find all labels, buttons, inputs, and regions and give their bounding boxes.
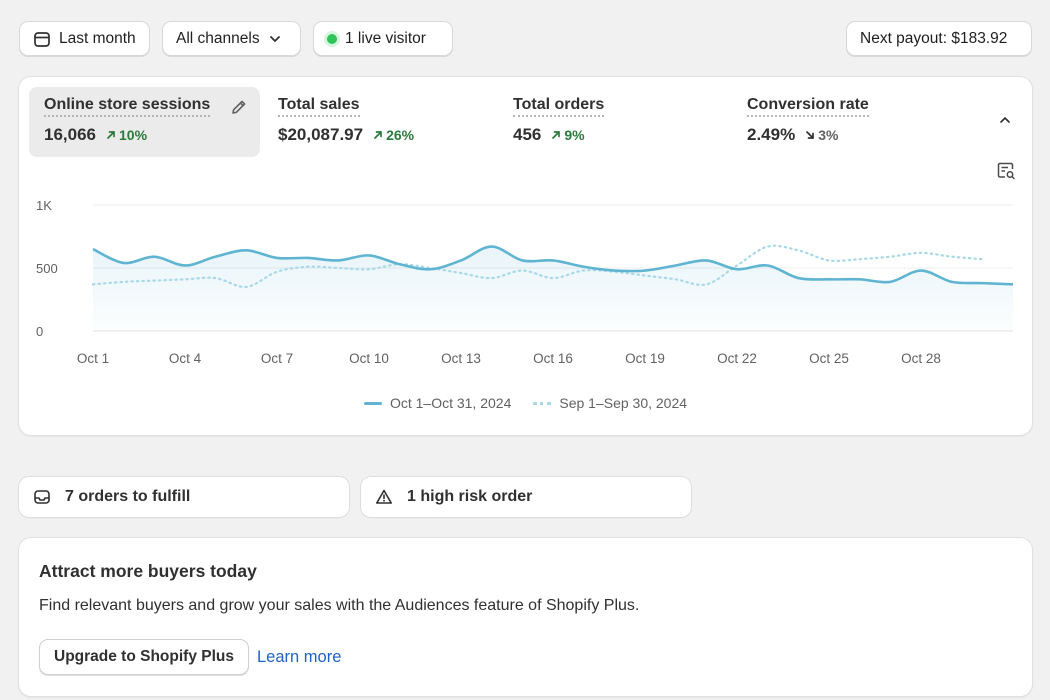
metric-change: 9%	[550, 127, 585, 143]
legend-label: Sep 1–Sep 30, 2024	[559, 395, 688, 411]
chart-search-icon[interactable]	[996, 161, 1016, 181]
date-range-button[interactable]: Last month	[19, 21, 150, 56]
x-tick-label: Oct 19	[625, 351, 665, 366]
metric-label: Total orders	[513, 96, 605, 117]
x-tick-label: Oct 10	[349, 351, 389, 366]
analytics-card: Online store sessions 16,066 10% Total s…	[19, 77, 1032, 435]
promo-body: Find relevant buyers and grow your sales…	[39, 597, 640, 614]
promo-title: Attract more buyers today	[39, 561, 257, 581]
learn-more-link[interactable]: Learn more	[257, 648, 342, 666]
date-range-label: Last month	[59, 29, 136, 47]
live-visitor-button[interactable]: 1 live visitor	[313, 21, 453, 56]
live-visitor-label: 1 live visitor	[345, 29, 426, 47]
channels-label: All channels	[176, 29, 260, 47]
sessions-line-chart: 0 500 1K Oct 1 Oct 4 Oct 7 Oct 10 Oct 13 Oct 16…	[36, 198, 1014, 366]
arrow-up-right-icon	[374, 131, 382, 139]
metric-conversion-rate[interactable]: Conversion rate 2.49% 3%	[732, 87, 952, 157]
legend-label: Oct 1–Oct 31, 2024	[389, 395, 512, 411]
metric-label: Online store sessions	[44, 96, 211, 117]
metric-change-value: 3%	[818, 127, 839, 143]
legend-item-previous[interactable]: Sep 1–Sep 30, 2024	[533, 395, 687, 411]
legend-dotted-swatch	[533, 401, 552, 405]
high-risk-order-button[interactable]: 1 high risk order	[361, 477, 691, 517]
metric-label: Conversion rate	[747, 96, 869, 117]
live-status-dot-icon	[327, 33, 337, 44]
metric-change: 3%	[804, 127, 838, 143]
metric-sessions[interactable]: Online store sessions 16,066 10%	[29, 87, 260, 157]
legend-solid-swatch	[363, 401, 382, 405]
channels-dropdown[interactable]: All channels	[162, 21, 301, 56]
x-tick-label: Oct 28	[901, 351, 941, 366]
x-tick-label: Oct 22	[717, 351, 757, 366]
high-risk-order-label: 1 high risk order	[407, 488, 533, 505]
chevron-up-icon[interactable]	[998, 113, 1012, 127]
current-period-series-line	[92, 245, 1014, 286]
y-tick-label: 500	[36, 261, 58, 276]
x-tick-label: Oct 25	[809, 351, 849, 366]
arrow-up-right-icon	[107, 131, 115, 139]
x-tick-label: Oct 1	[77, 351, 109, 366]
chevron-down-icon	[269, 35, 280, 42]
metric-change-value: 9%	[564, 127, 585, 143]
x-tick-label: Oct 4	[169, 351, 202, 366]
y-tick-label: 1K	[36, 198, 52, 213]
inbox-icon	[34, 490, 50, 504]
x-tick-label: Oct 13	[441, 351, 481, 366]
arrow-down-right-icon	[806, 131, 815, 139]
x-tick-label: Oct 7	[261, 351, 293, 366]
orders-to-fulfill-button[interactable]: 7 orders to fulfill	[19, 477, 349, 517]
metric-change: 10%	[105, 127, 147, 143]
chart-legend: Oct 1–Oct 31, 2024 Sep 1–Sep 30, 2024	[19, 395, 1032, 411]
metric-change-value: 26%	[386, 127, 415, 143]
pencil-icon[interactable]	[230, 98, 248, 116]
metric-change-value: 10%	[119, 127, 148, 143]
y-tick-label: 0	[36, 324, 43, 339]
arrow-up-right-icon	[552, 131, 561, 139]
toolbar: Last month All channels 1 live visitor N…	[19, 21, 1032, 56]
warning-icon	[376, 489, 392, 504]
legend-item-current[interactable]: Oct 1–Oct 31, 2024	[363, 395, 512, 411]
promo-card: Attract more buyers today Find relevant …	[19, 538, 1032, 696]
metric-label: Total sales	[278, 96, 360, 117]
metric-value: 2.49%	[747, 125, 796, 144]
calendar-icon	[34, 31, 50, 47]
metric-total-sales[interactable]: Total sales $20,087.97 26%	[263, 87, 483, 157]
upgrade-button[interactable]: Upgrade to Shopify Plus	[39, 639, 249, 675]
x-tick-label: Oct 16	[533, 351, 573, 366]
orders-to-fulfill-label: 7 orders to fulfill	[65, 488, 191, 505]
payout-label: Next payout: $183.92	[860, 29, 1008, 47]
metric-value: $20,087.97	[278, 125, 364, 144]
previous-period-series-line	[91, 244, 984, 289]
metric-value: 456	[513, 125, 542, 144]
metric-total-orders[interactable]: Total orders 456 9%	[498, 87, 718, 157]
payout-button[interactable]: Next payout: $183.92	[846, 21, 1032, 56]
metric-change: 26%	[372, 127, 414, 143]
metric-value: 16,066	[44, 125, 96, 144]
